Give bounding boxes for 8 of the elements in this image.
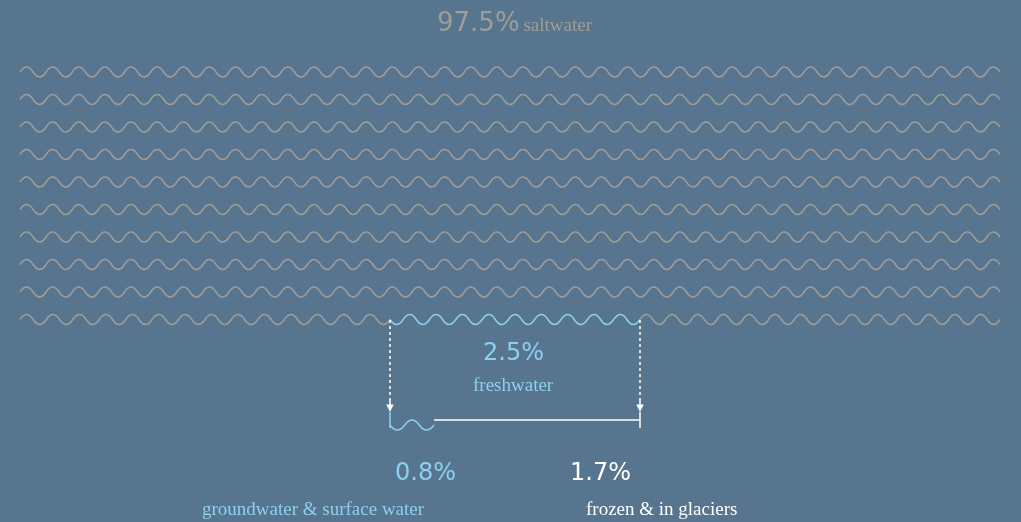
category-label: groundwater & surface water: [202, 498, 425, 519]
data-label: 2.5%: [483, 338, 544, 366]
data-label: 97.5%: [437, 7, 520, 37]
data-label: 0.8%: [395, 458, 456, 486]
category-label: freshwater: [473, 374, 554, 395]
category-label: frozen & in glaciers: [586, 498, 738, 519]
category-label: saltwater: [523, 14, 593, 35]
data-label: 1.7%: [570, 458, 631, 486]
